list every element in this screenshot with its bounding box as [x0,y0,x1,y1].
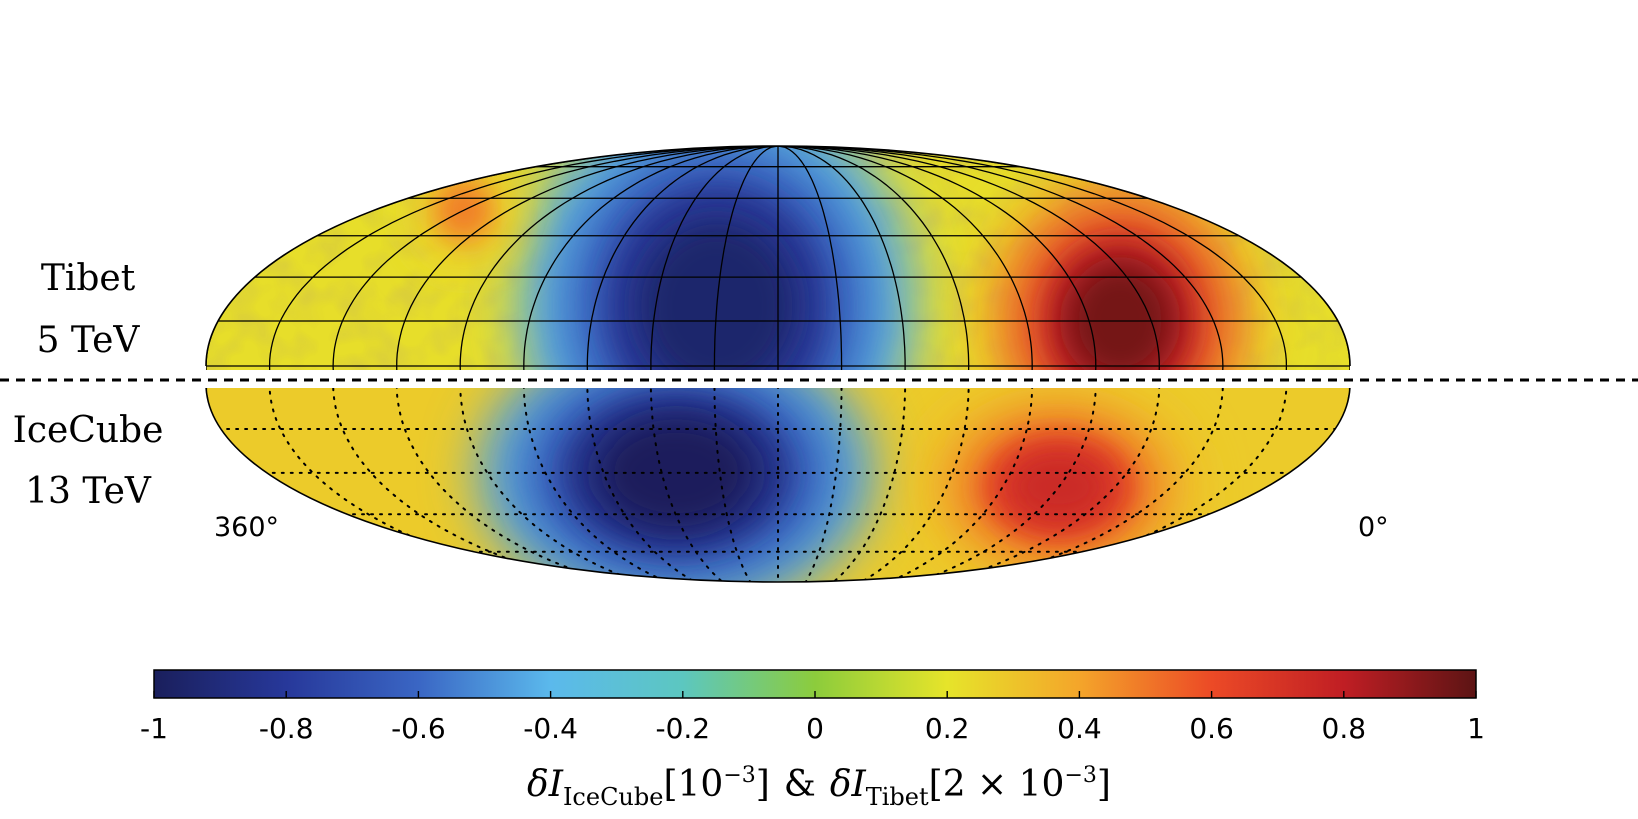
meridian-ra-240 [586,146,779,370]
meridian-ra-140 [777,388,907,582]
meridian-ra-120 [777,146,970,370]
colorbar-tick-label: -0.2 [655,712,710,745]
colorbar-tick-label: 0.2 [925,712,970,745]
colorbar-label-tibet-subscript: Tibet [866,783,929,811]
meridian-ra-200 [713,146,779,370]
meridian-ra-220 [650,146,779,370]
meridian-ra-60 [777,146,1160,370]
colorbar-tick-label: 0 [806,712,824,745]
meridian-ra-340 [268,388,779,582]
ra-label-left: 360° [214,512,279,543]
colorbar-label-icecube-exponent: −3 [723,763,755,788]
colorbar-label-tibet-symbol: δI [830,764,867,805]
meridian-ra-240 [586,388,779,582]
tibet-graticule [206,146,1350,370]
colorbar-tick-label: 0.4 [1057,712,1102,745]
meridian-ra-260 [523,146,779,370]
meridian-ra-280 [459,146,779,370]
colorbar-tick-label: -0.8 [259,712,314,745]
colorbar-label-tibet-exponent: −3 [1064,763,1096,788]
colorbar-tick-label: 1 [1467,712,1485,745]
meridian-ra-320 [332,146,779,370]
tibet-map-outline [205,145,1351,367]
ra-label-right: 0° [1358,512,1389,543]
meridian-ra-300 [396,146,779,370]
meridian-ra-80 [777,146,1097,370]
colorbar-tick-label: 0.6 [1189,712,1234,745]
colorbar-label-icecube-scale: [10 [663,764,723,805]
meridian-ra-40 [777,146,1224,370]
colorbar-label-tibet-close: ] [1097,764,1111,805]
meridian-ra-20 [777,388,1288,582]
icecube-panel-label: IceCube [13,410,164,451]
meridian-ra-20 [777,146,1288,370]
colorbar: -1 -0.8 -0.6 -0.4 -0.2 0 0.2 0.4 0.6 0.8 1 [140,669,1485,745]
colorbar-label-icecube-subscript: IceCube [563,783,664,811]
colorbar-tick-label: 0.8 [1322,712,1367,745]
meridian-ra-140 [777,146,906,370]
meridian-ra-60 [777,388,1161,582]
sky-feature-deficit-0 [476,388,876,582]
meridian-ra-160 [777,146,843,370]
colorbar-tick-label: -1 [140,712,168,745]
tibet-panel-label: Tibet [41,258,136,299]
colorbar-tick-label: -0.6 [391,712,446,745]
colorbar-label-icecube-symbol: δI [527,764,564,805]
meridian-ra-220 [649,388,779,582]
meridian-ra-300 [395,388,779,582]
colorbar-label: δIIceCube[10−3] & δITibet[2 × 10−3] [527,763,1111,811]
colorbar-ticks: -1 -0.8 -0.6 -0.4 -0.2 0 0.2 0.4 0.6 0.8 1 [140,691,1485,745]
colorbar-label-ampersand: & [784,764,816,805]
meridian-ra-120 [777,388,970,582]
tibet-energy-label: 5 TeV [37,320,141,361]
icecube-energy-label: 13 TeV [25,471,152,512]
colorbar-label-tibet-scale: [2 × 10 [929,764,1065,805]
meridian-ra-100 [777,146,1033,370]
colorbar-tick-label: -0.4 [523,712,578,745]
icecube-graticule [206,388,1350,582]
colorbar-label-icecube-close: ] [756,764,770,805]
meridian-ra-340 [268,146,779,370]
icecube-map-outline [205,387,1351,583]
